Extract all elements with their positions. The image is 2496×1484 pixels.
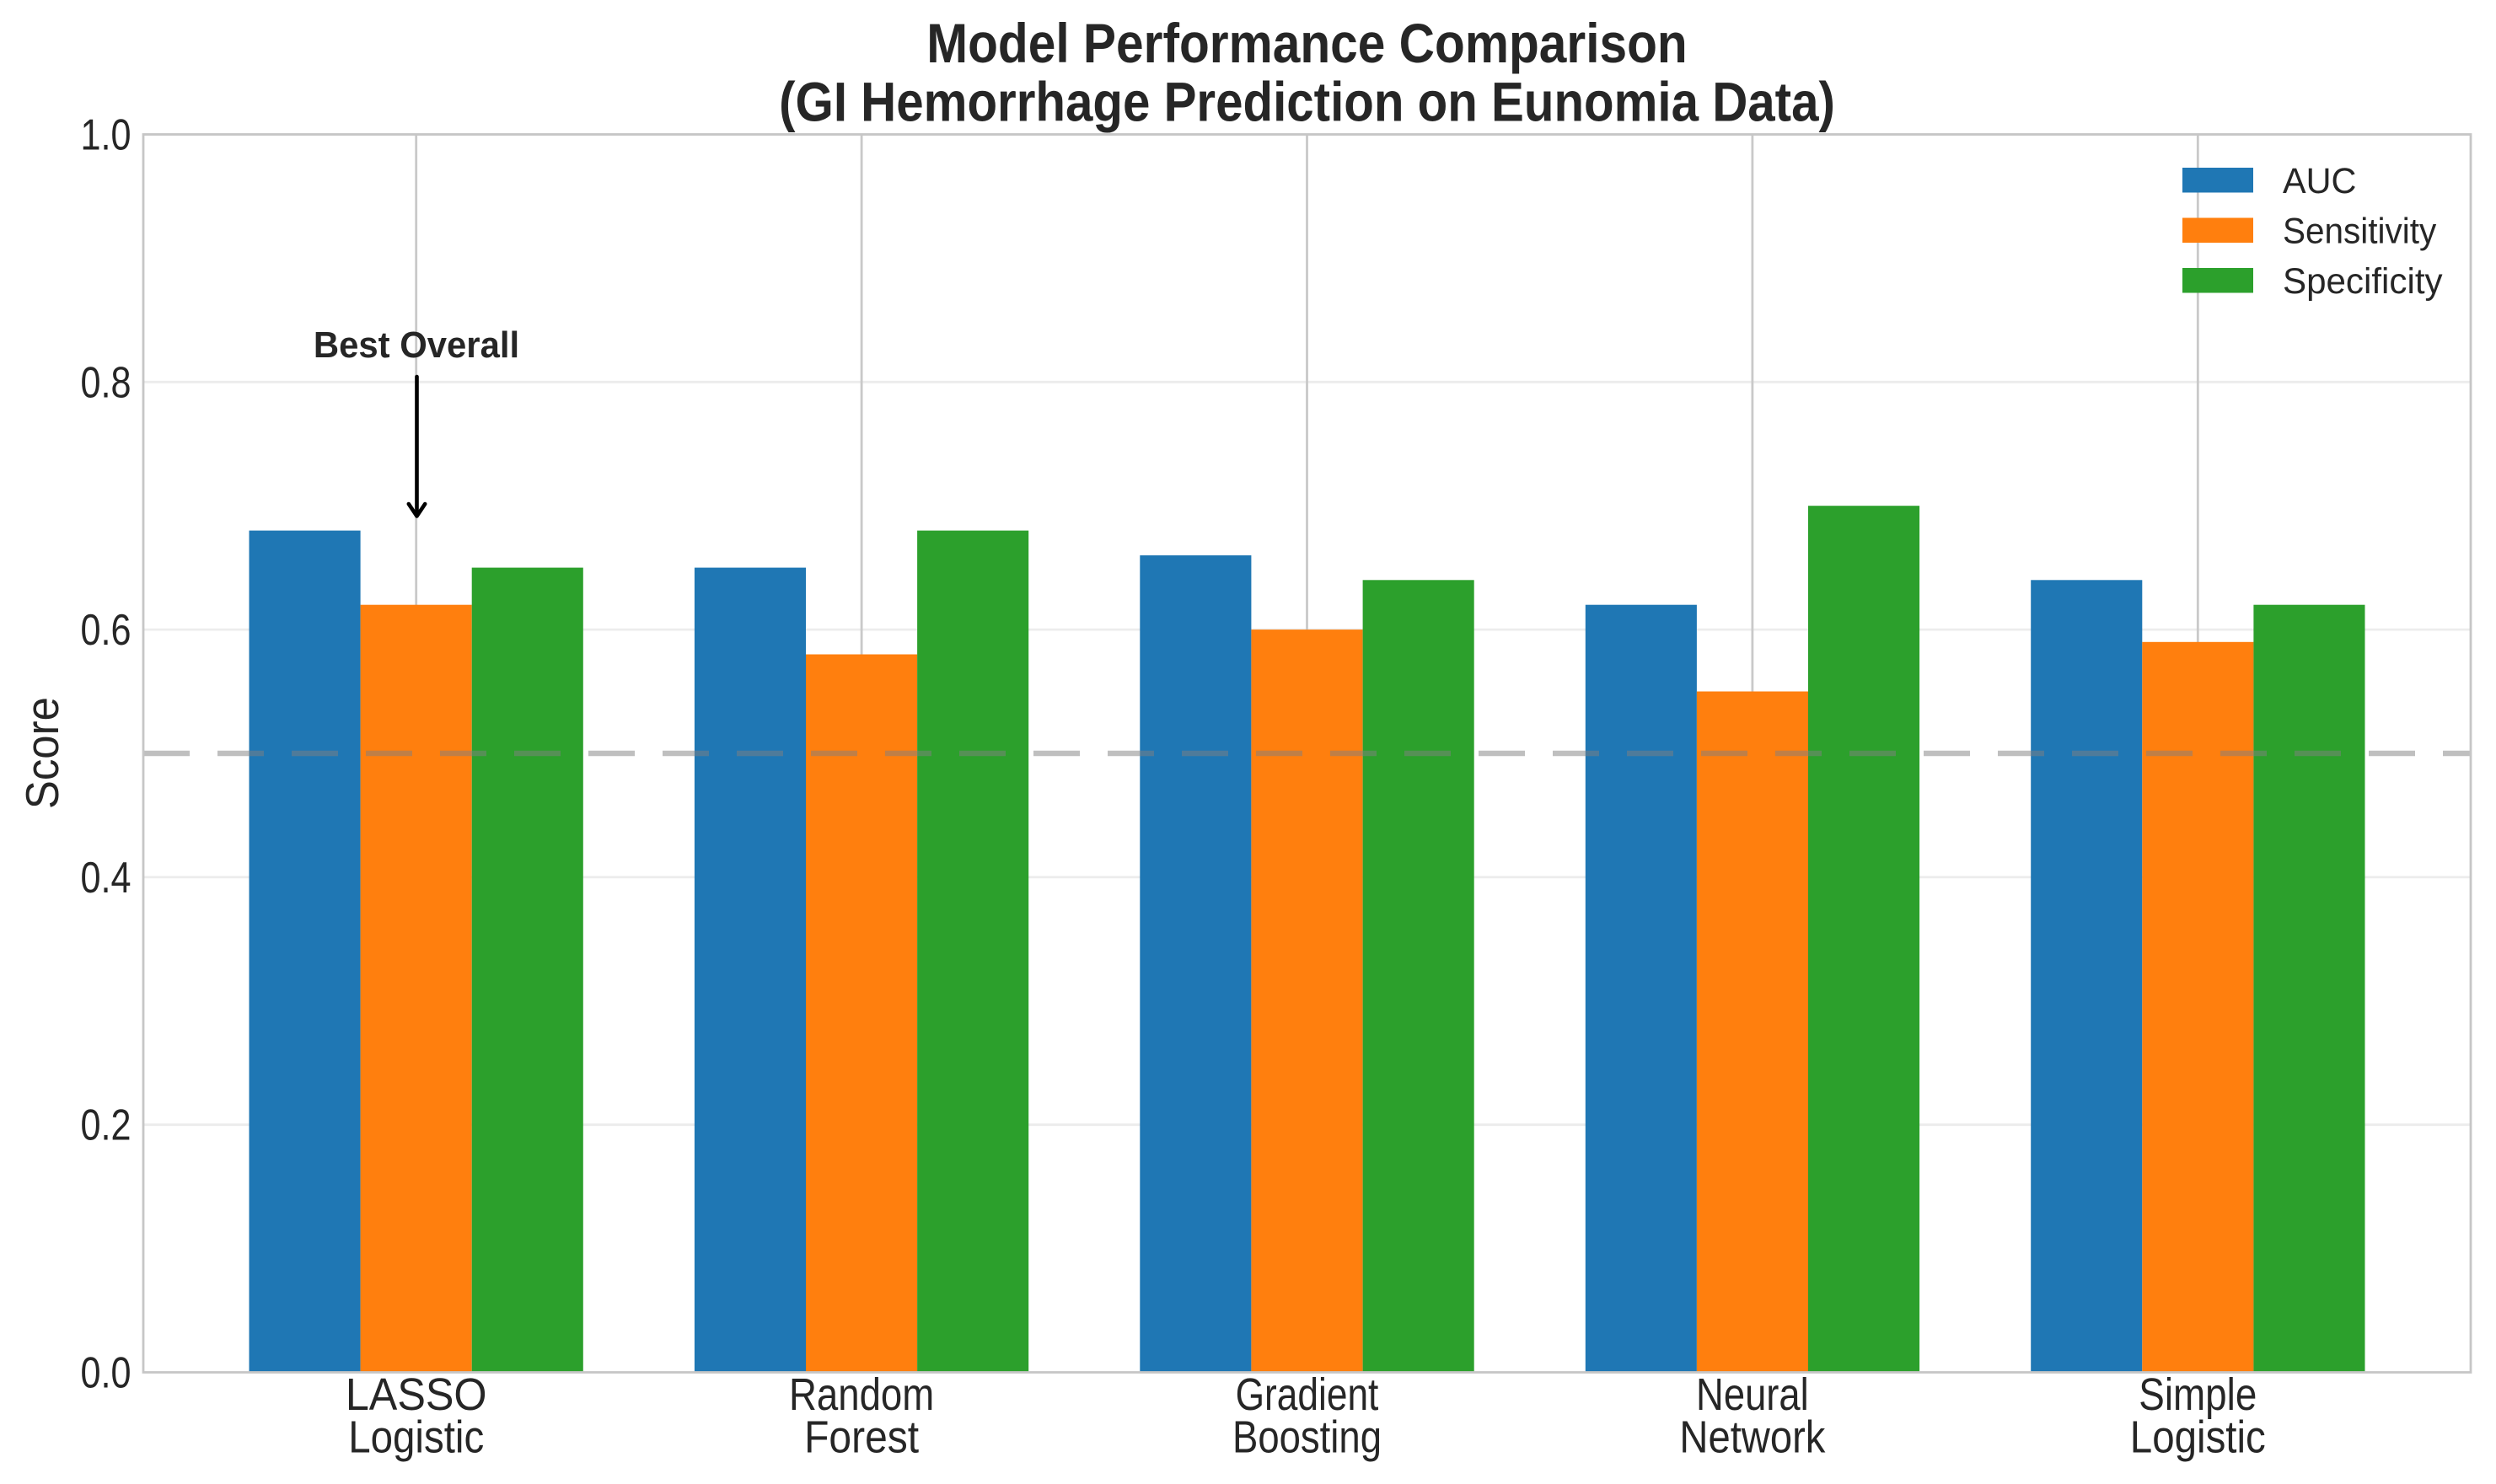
svg-text:Score: Score [16,697,68,809]
svg-text:LASSO: LASSO [346,1370,487,1420]
svg-text:Boosting: Boosting [1232,1413,1382,1463]
svg-text:Network: Network [1679,1413,1825,1463]
svg-text:Forest: Forest [804,1413,919,1463]
svg-text:Gradient: Gradient [1236,1370,1379,1420]
svg-text:0.2: 0.2 [81,1101,132,1150]
svg-text:Neural: Neural [1696,1370,1809,1420]
svg-text:Specificity: Specificity [2283,261,2443,302]
svg-text:0.4: 0.4 [81,854,132,903]
svg-text:Sensitivity: Sensitivity [2283,212,2437,252]
svg-text:0.6: 0.6 [81,606,132,655]
svg-text:Random: Random [789,1370,934,1420]
svg-text:Simple: Simple [2139,1370,2257,1420]
svg-text:(GI Hemorrhage Prediction on E: (GI Hemorrhage Prediction on Eunomia Dat… [779,70,1835,132]
svg-text:1.0: 1.0 [81,111,132,160]
svg-text:Logistic: Logistic [348,1413,484,1463]
svg-text:AUC: AUC [2283,161,2356,201]
svg-text:0.8: 0.8 [81,358,132,407]
svg-text:Logistic: Logistic [2130,1413,2266,1463]
svg-text:Model Performance Comparison: Model Performance Comparison [926,12,1688,74]
svg-text:0.0: 0.0 [81,1349,132,1398]
svg-text:Best Overall: Best Overall [314,324,519,366]
